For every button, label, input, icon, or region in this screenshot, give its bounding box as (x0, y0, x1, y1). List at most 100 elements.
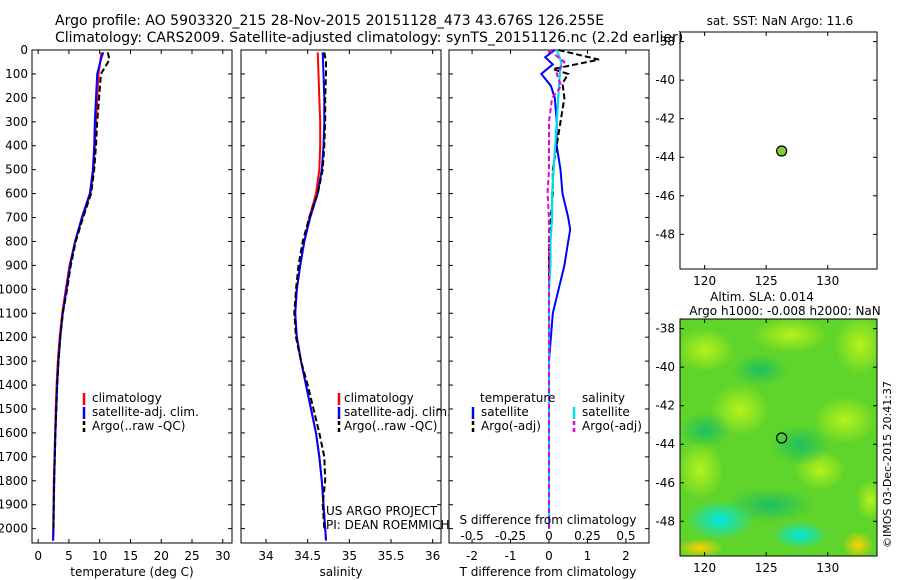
map-x-tick-label: 125 (755, 274, 778, 288)
x-tick-label: 35 (342, 549, 357, 563)
legend-label-argo: Argo(..raw -QC) (344, 419, 437, 433)
salinity-axes-frame (240, 49, 442, 544)
sst-map-frame (679, 31, 878, 270)
y-tick-label: 1500 (0, 402, 28, 416)
y-tick-label: 400 (5, 139, 28, 153)
salinity-axis-label: salinity (319, 565, 362, 579)
sst-map-title: sat. SST: NaN Argo: 11.6 (707, 14, 854, 28)
sla-cell (856, 480, 877, 520)
y-tick-label: 2000 (0, 522, 28, 536)
y-tick-label: 1600 (0, 426, 28, 440)
map-y-tick-label: -48 (655, 514, 675, 528)
x-tick-label: 36 (425, 549, 440, 563)
y-tick-label: 300 (5, 115, 28, 129)
sla-cell (686, 500, 754, 540)
x-tick-label: 15 (123, 549, 138, 563)
x-tick-label: 5 (65, 549, 73, 563)
map-x-tick-label: 130 (816, 274, 839, 288)
map-y-tick-label: -44 (655, 437, 675, 451)
legend-label-s-satellite: satellite (582, 405, 630, 419)
difference-t-axis-label: T difference from climatology (459, 565, 637, 579)
temperature-axes-frame (31, 49, 233, 544)
sla-cell (772, 521, 828, 549)
difference-legend: temperature salinity satellite Argo(-adj… (471, 391, 642, 433)
y-tick-label: 1200 (0, 330, 28, 344)
legend-label-satellite: satellite-adj. clim. (344, 405, 451, 419)
x-tick-label: 35.5 (378, 549, 405, 563)
y-tick-label: 500 (5, 163, 28, 177)
difference-panel: -2 -1 0 1 2 -0.5 -0.25 0 0.25 0.5 (449, 49, 649, 563)
map-x-tick-label: 120 (693, 561, 716, 575)
y-tick-label: 1100 (0, 306, 28, 320)
map-x-tick-label: 120 (693, 274, 716, 288)
map-x-tick-label: 125 (755, 561, 778, 575)
x2-tick-label: 0.5 (616, 529, 635, 543)
x-tick-label: -1 (505, 549, 517, 563)
legend-label-argo: Argo(..raw -QC) (92, 419, 185, 433)
y-tick-label: 1000 (0, 282, 28, 296)
series-line-satellite (294, 52, 327, 541)
sla-map-title-line1: Altim. SLA: 0.014 (710, 290, 814, 304)
y-tick-label: 1300 (0, 354, 28, 368)
difference-s-axis-label: S difference from climatology (460, 513, 637, 527)
x-tick-label: 0 (34, 549, 42, 563)
series-line-argo (52, 52, 111, 529)
sla-map-title-line2: Argo h1000: -0.008 h2000: NaN (689, 304, 881, 318)
sla-cell (680, 538, 724, 556)
y-tick-label: 900 (5, 258, 28, 272)
map-y-tick-label: -42 (655, 399, 675, 413)
sla-cell (813, 396, 877, 444)
map-y-tick-label: -40 (655, 360, 675, 374)
argo-float-location-marker (776, 432, 788, 444)
x-tick-label: -2 (466, 549, 478, 563)
x2-tick-label: -0.25 (495, 529, 526, 543)
x2-tick-label: 0 (545, 529, 553, 543)
sla-heatmap (680, 319, 877, 556)
legend-title-temperature: temperature (480, 391, 555, 405)
map-y-tick-label: -44 (655, 150, 675, 164)
map-y-tick-label: -48 (655, 227, 675, 241)
temperature-panel: 0100200300400500600700800900100011001200… (0, 43, 232, 563)
y-tick-label: 1900 (0, 498, 28, 512)
legend-label-satellite: satellite-adj. clim. (92, 405, 199, 419)
map-x-tick-label: 130 (816, 561, 839, 575)
x-tick-label: 2 (622, 549, 630, 563)
map-y-tick-label: -46 (655, 476, 675, 490)
x2-tick-label: 0.25 (574, 529, 601, 543)
map-y-tick-label: -38 (655, 35, 675, 49)
legend-label-climatology: climatology (92, 391, 162, 405)
sla-cell (834, 319, 877, 375)
sla-cell (732, 354, 788, 386)
y-tick-label: 1800 (0, 474, 28, 488)
y-tick-label: 800 (5, 234, 28, 248)
map-y-tick-label: -42 (655, 112, 675, 126)
y-tick-label: 0 (20, 43, 28, 57)
series-line-s-argo (546, 49, 566, 529)
sla-map-panel: 120 125 130 -38 -40 -42 -44 -46 -48 (655, 319, 877, 575)
figure-title-line2: Climatology: CARS2009. Satellite-adjuste… (55, 30, 683, 46)
map-y-tick-label: -38 (655, 322, 675, 336)
x-tick-label: 34.5 (294, 549, 321, 563)
sla-cell (680, 440, 724, 500)
legend-label-t-satellite: satellite (481, 405, 529, 419)
sla-cell (770, 425, 830, 465)
temperature-legend: climatology satellite-adj. clim. Argo(..… (82, 391, 199, 433)
map-y-tick-label: -46 (655, 189, 675, 203)
credit-pi: PI: DEAN ROEMMICH (326, 518, 449, 532)
x-tick-label: 0 (545, 549, 553, 563)
x-tick-label: 20 (154, 549, 169, 563)
y-tick-label: 200 (5, 91, 28, 105)
x-tick-label: 34 (258, 549, 273, 563)
x2-tick-label: -0.5 (460, 529, 483, 543)
figure-title-line1: Argo profile: AO 5903320_215 28-Nov-2015… (55, 13, 604, 29)
salinity-legend: climatology satellite-adj. clim. Argo(..… (337, 391, 451, 433)
temperature-axis-label: temperature (deg C) (70, 565, 193, 579)
x-tick-label: 10 (92, 549, 107, 563)
legend-title-salinity: salinity (582, 391, 625, 405)
y-tick-label: 600 (5, 187, 28, 201)
map-y-tick-label: -40 (655, 73, 675, 87)
credit-project: US ARGO PROJECT (326, 504, 438, 518)
y-tick-label: 1700 (0, 450, 28, 464)
y-tick-label: 700 (5, 211, 28, 225)
legend-label-s-argo: Argo(-adj) (582, 419, 642, 433)
